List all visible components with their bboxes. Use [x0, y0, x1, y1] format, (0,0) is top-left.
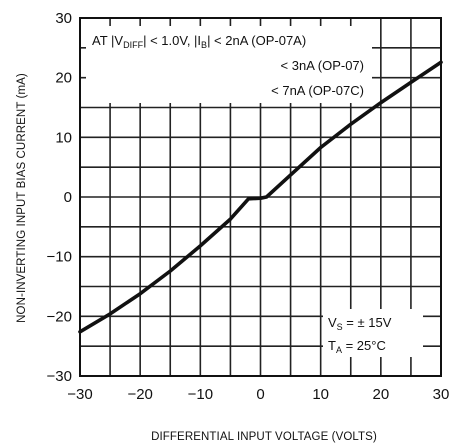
x-tick-label: −10 [188, 386, 213, 403]
y-tick-label: 10 [55, 129, 72, 146]
bias-condition-line-2: < 3nA (OP-07) [281, 58, 364, 73]
y-tick-label: 0 [64, 189, 72, 206]
x-axis-label: DIFFERENTIAL INPUT VOLTAGE (VOLTS) [151, 431, 377, 443]
x-tick-label: −30 [67, 386, 92, 403]
x-tick-label: 30 [433, 386, 450, 403]
x-tick-label: 0 [256, 386, 264, 403]
bias-condition-line-3: < 7nA (OP-07C) [271, 83, 364, 98]
y-tick-label: −10 [47, 249, 72, 266]
y-tick-label: −30 [47, 368, 72, 385]
y-axis-label: NON-INVERTING INPUT BIAS CURRENT (mA) [16, 73, 28, 323]
y-tick-label: −20 [47, 308, 72, 325]
x-tick-label: −20 [127, 386, 152, 403]
y-tick-label: 30 [55, 10, 72, 27]
x-tick-label: 10 [312, 386, 329, 403]
y-tick-label: 20 [55, 70, 72, 87]
x-tick-label: 20 [372, 386, 389, 403]
